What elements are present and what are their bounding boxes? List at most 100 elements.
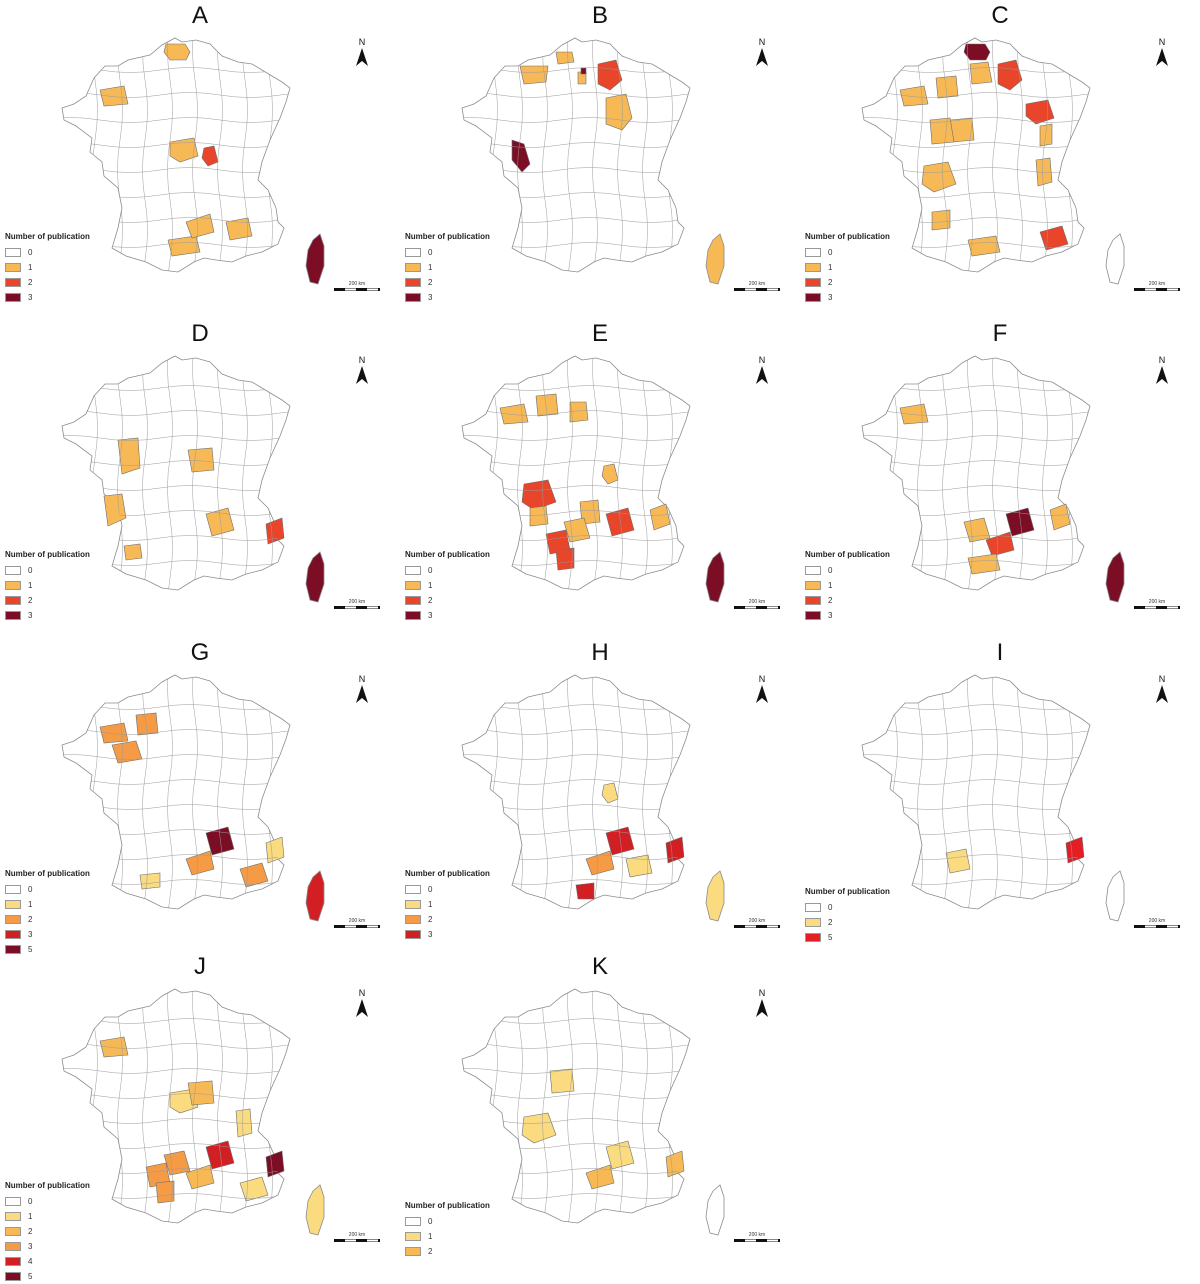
department-bouches-du-rhone [225,217,253,241]
corsica [305,551,325,603]
legend-value: 3 [428,293,433,302]
legend-item: 2 [5,1224,90,1239]
legend-swatch [805,278,821,287]
corsica [1105,870,1125,922]
legend-swatch [405,293,421,302]
france-map: N 200 km [461,37,780,291]
scale-bar [1134,606,1180,609]
legend-value: 1 [428,1232,433,1241]
scale-bar [734,606,780,609]
department-allier [187,1080,215,1106]
france-outline [461,988,691,1224]
legend-item: 3 [405,290,490,305]
department-mayenne [99,85,129,107]
legend-swatch [805,293,821,302]
legend-swatch [5,581,21,590]
map-panel-h: H N 200 km Number of publication 0 1 2 3 [400,637,800,952]
department-alpes-maritimes [665,1150,685,1178]
scale-bar [734,925,780,928]
department-creuse [169,137,199,163]
department-hautes-pyrenees [123,543,143,561]
legend-swatch [405,278,421,287]
scale-label: 200 km [749,1232,765,1238]
legend-item: 1 [405,1229,490,1244]
france-outline [461,674,691,910]
legend-item: 3 [5,1239,90,1254]
department-puy-de-dome [201,145,219,167]
legend-item: 0 [405,563,490,578]
france-outline [461,37,691,273]
legend-item: 5 [5,1269,90,1284]
map-panel-f: F N 200 km Number of publication 0 1 2 3 [800,318,1200,633]
north-label: N [359,355,366,365]
scale-label: 200 km [749,918,765,924]
legend-swatch [405,930,421,939]
legend-title: Number of publication [405,232,490,241]
scale-bar [334,925,380,928]
legend-swatch [805,611,821,620]
legend-swatch [5,1272,21,1281]
department-gard [605,507,635,537]
legend-item: 4 [5,1254,90,1269]
legend-item: 1 [405,897,490,912]
legend-swatch [5,1197,21,1206]
legend-value: 3 [828,611,833,620]
legend-value: 0 [828,566,833,575]
legend-item: 2 [805,275,890,290]
legend: Number of publication 0 1 2 3 [805,550,890,623]
france-map: N 200 km [61,674,380,928]
department-haute-saone [1025,99,1055,125]
legend-swatch [805,903,821,912]
department-herault [185,1164,215,1190]
map-panel-c: C N 200 km Number of publication 0 1 2 3 [800,0,1200,315]
north-label: N [1159,355,1166,365]
north-arrow-icon [756,999,768,1017]
legend-value: 3 [428,930,433,939]
legend-swatch [5,293,21,302]
legend-item: 1 [5,260,90,275]
department-tarn [563,517,591,543]
legend-swatch [805,248,821,257]
legend-swatch [805,566,821,575]
map-panel-a: A N 200 km Number of publication 0 1 2 3 [0,0,400,315]
legend-value: 2 [28,278,33,287]
department-bouches-du-rhone [625,854,653,878]
legend-swatch [405,566,421,575]
north-label: N [759,355,766,365]
north-label: N [759,37,766,47]
department-haute-garonne [945,848,971,874]
legend-value: 2 [428,915,433,924]
legend-title: Number of publication [5,869,90,878]
legend-item: 3 [405,608,490,623]
panel-label: I [996,639,1004,666]
legend-value: 0 [28,566,33,575]
legend-value: 3 [28,930,33,939]
legend-value: 0 [828,903,833,912]
scale-bar [734,1239,780,1242]
legend-swatch [5,248,21,257]
department-alpes-maritimes [265,836,285,864]
legend: Number of publication 0 1 2 3 4 5 [5,1181,90,1284]
department-pyrenees [139,872,161,890]
scale-label: 200 km [349,281,365,287]
legend-value: 2 [428,278,433,287]
legend: Number of publication 0 1 2 3 [805,232,890,305]
legend-swatch [405,1232,421,1241]
legend-item: 3 [5,290,90,305]
legend-title: Number of publication [405,550,490,559]
legend: Number of publication 0 1 2 3 [5,550,90,623]
department-tarn [963,517,991,543]
department-gard [605,826,635,856]
legend-value: 3 [28,293,33,302]
scale-bar [334,288,380,291]
north-label: N [359,37,366,47]
france-outline [861,674,1091,910]
legend-value: 0 [28,885,33,894]
corsica [705,233,725,285]
panel-label: K [591,953,608,980]
department-aude [967,553,1001,575]
france-map: N 200 km [861,355,1180,609]
legend-item: 5 [805,930,890,945]
corsica [305,870,325,922]
legend-item: 0 [405,1214,490,1229]
